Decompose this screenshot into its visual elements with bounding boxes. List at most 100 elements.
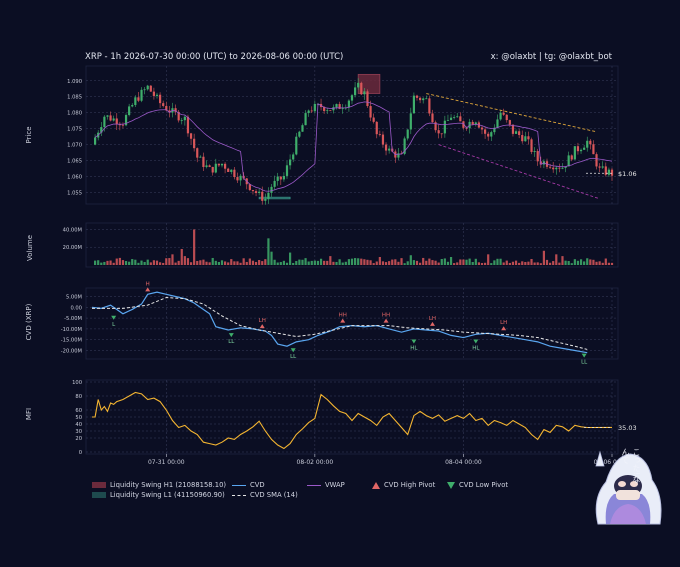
volume-bar [437, 262, 440, 265]
cvd-high-pivot-marker [259, 324, 265, 329]
candle-body [474, 122, 477, 125]
cvd-pivot-label: HL [472, 346, 480, 352]
resistance-trendline [426, 93, 597, 133]
cvd-tick-label: -15.00M [61, 338, 82, 344]
legend-cvd-low-pivot: CVD Low Pivot [447, 481, 508, 489]
candle-body [397, 153, 400, 158]
cvd-pivot-label: HH [339, 313, 347, 319]
candle-body [527, 136, 530, 140]
candle-body [106, 115, 109, 117]
volume-bar [124, 261, 128, 265]
legend-cvd-high-pivot: CVD High Pivot [372, 481, 435, 489]
volume-bar [518, 262, 521, 265]
candle-body [610, 169, 614, 176]
volume-bar [601, 262, 604, 265]
volume-bar [341, 262, 344, 265]
volume-bar [177, 260, 180, 265]
volume-bar [239, 262, 242, 265]
volume-bar [589, 259, 592, 265]
volume-bar [586, 258, 589, 265]
candle-body [335, 104, 338, 108]
candle-body [480, 127, 484, 130]
volume-bar [158, 262, 162, 265]
cvd-high-pivot-marker [145, 287, 151, 292]
volume-bar [480, 263, 484, 265]
volume-bar [468, 258, 471, 265]
cvd-pivot-label: LL [290, 354, 297, 360]
volume-bar [301, 259, 304, 265]
volume-bar [474, 258, 477, 265]
candle-body [446, 119, 450, 121]
volume-bar [276, 262, 279, 265]
candle-body [236, 177, 239, 181]
volume-bar [552, 261, 555, 265]
price-tick-label: 1.065 [67, 159, 82, 165]
volume-bar [329, 256, 332, 265]
legend-label: VWAP [325, 481, 345, 489]
legend-line [232, 494, 246, 496]
candle-body [490, 132, 493, 137]
volume-bar [499, 258, 502, 265]
volume-bar [490, 263, 493, 265]
volume-bar [378, 257, 381, 265]
candle-body [533, 151, 536, 152]
volume-bar [443, 258, 446, 265]
mfi-last-label: 35.03 [618, 424, 637, 432]
volume-bar [360, 258, 363, 265]
volume-bar [227, 262, 230, 265]
volume-bar [199, 260, 202, 265]
candle-body [186, 116, 190, 134]
mfi-tick-label: 30 [75, 429, 82, 435]
volume-bar [595, 261, 598, 265]
candle-body [146, 85, 149, 90]
cvd-low-pivot-marker [473, 339, 479, 344]
volume-bar [165, 258, 168, 265]
volume-bar [415, 260, 419, 265]
candle-body [579, 149, 583, 152]
candle-body [211, 166, 214, 173]
candle-body [205, 165, 208, 168]
last-price-label: $1.06 [618, 170, 637, 178]
candle-body [583, 147, 586, 150]
candle-body [100, 127, 103, 133]
volume-bar [487, 254, 490, 265]
volume-bar [514, 260, 518, 265]
volume-bar [350, 258, 354, 265]
candle-body [230, 169, 233, 172]
candle-body [412, 95, 416, 114]
volume-bar [128, 261, 131, 265]
candle-body [298, 131, 301, 137]
candle-body [227, 168, 230, 172]
candle-body [267, 192, 270, 199]
candle-body [502, 112, 505, 115]
candle-body [496, 119, 499, 128]
volume-bar [267, 238, 270, 265]
volume-bar [335, 261, 338, 265]
volume-bar [112, 262, 115, 265]
candle-body [112, 118, 115, 121]
candle-body [425, 98, 428, 100]
legend-label: CVD SMA (14) [250, 491, 298, 499]
candle-body [353, 87, 357, 96]
volume-bar [316, 260, 320, 265]
volume-bar [109, 260, 112, 265]
volume-bar [530, 259, 533, 265]
volume-bar [233, 261, 236, 265]
volume-bar [261, 261, 264, 265]
candle-body [168, 110, 171, 113]
legend-line [307, 484, 321, 486]
volume-bar [573, 259, 576, 265]
volume-bar [97, 260, 100, 265]
candle-body [248, 184, 251, 191]
candle-body [350, 95, 354, 101]
candle-body [428, 98, 431, 114]
cvd-low-pivot-marker [581, 353, 587, 358]
candle-body [273, 180, 276, 187]
volume-bar [459, 259, 462, 265]
volume-bar [394, 259, 397, 265]
volume-bar [462, 259, 465, 265]
candle-body [366, 91, 369, 107]
vwap-line [94, 101, 613, 192]
candle-body [155, 94, 159, 96]
volume-bar [118, 257, 121, 265]
